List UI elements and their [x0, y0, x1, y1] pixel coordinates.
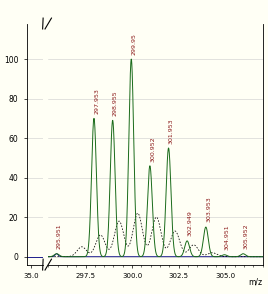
Y-axis label: Abd.: Abd. [0, 134, 3, 154]
Text: 298.955: 298.955 [113, 91, 118, 116]
Text: 301.953: 301.953 [169, 118, 174, 144]
Text: 297.953: 297.953 [94, 88, 99, 114]
Text: m/z: m/z [248, 278, 263, 287]
Text: 304.951: 304.951 [225, 224, 230, 250]
Text: 302.949: 302.949 [187, 210, 192, 236]
Text: 300.952: 300.952 [150, 136, 155, 162]
Text: 303.953: 303.953 [206, 196, 211, 222]
Text: 299.95: 299.95 [132, 33, 137, 55]
Text: 305.952: 305.952 [243, 223, 248, 249]
Text: 295.951: 295.951 [57, 223, 62, 249]
